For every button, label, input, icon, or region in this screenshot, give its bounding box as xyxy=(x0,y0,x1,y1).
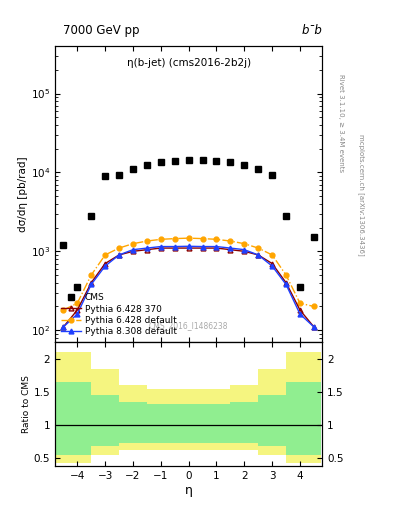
Pythia 6.428 370 xyxy=(312,324,316,330)
Pythia 6.428 default xyxy=(228,238,233,244)
Pythia 6.428 370 xyxy=(158,245,163,251)
Pythia 8.308 default xyxy=(158,244,163,250)
Pythia 8.308 default xyxy=(186,243,191,249)
Pythia 6.428 370 xyxy=(242,248,247,254)
CMS xyxy=(103,173,108,179)
CMS xyxy=(117,172,121,178)
Line: CMS: CMS xyxy=(60,157,317,290)
Pythia 6.428 default xyxy=(130,241,135,247)
CMS xyxy=(186,157,191,163)
X-axis label: η: η xyxy=(185,483,193,497)
CMS xyxy=(214,158,219,164)
Pythia 8.308 default xyxy=(103,263,108,269)
Text: b¯b: b¯b xyxy=(301,24,322,37)
Text: Rivet 3.1.10, ≥ 3.4M events: Rivet 3.1.10, ≥ 3.4M events xyxy=(338,74,344,172)
Pythia 6.428 370 xyxy=(173,245,177,251)
Pythia 6.428 370 xyxy=(61,324,66,330)
Pythia 6.428 370 xyxy=(145,247,149,253)
Pythia 6.428 default xyxy=(61,307,66,313)
Pythia 6.428 default xyxy=(242,241,247,247)
Text: 7000 GeV pp: 7000 GeV pp xyxy=(63,24,140,37)
CMS xyxy=(158,159,163,165)
Pythia 6.428 default xyxy=(158,236,163,242)
Pythia 6.428 default xyxy=(145,238,149,244)
CMS xyxy=(228,159,233,165)
CMS xyxy=(242,162,247,168)
Pythia 6.428 370 xyxy=(284,280,288,286)
Pythia 6.428 370 xyxy=(103,261,108,267)
Pythia 8.308 default xyxy=(200,244,205,250)
Pythia 8.308 default xyxy=(298,311,302,317)
Pythia 8.308 default xyxy=(270,263,275,269)
Pythia 8.308 default xyxy=(61,324,66,330)
Pythia 6.428 370 xyxy=(256,252,261,258)
Pythia 6.428 default xyxy=(89,272,94,278)
Line: Pythia 6.428 default: Pythia 6.428 default xyxy=(61,236,316,312)
Pythia 8.308 default xyxy=(242,247,247,253)
Pythia 8.308 default xyxy=(75,311,80,317)
CMS xyxy=(145,162,149,168)
Pythia 6.428 370 xyxy=(298,307,302,313)
Pythia 6.428 370 xyxy=(200,245,205,251)
Pythia 6.428 default xyxy=(214,236,219,242)
Pythia 6.428 default xyxy=(103,252,108,258)
Pythia 8.308 default xyxy=(117,252,121,258)
Line: Pythia 6.428 370: Pythia 6.428 370 xyxy=(61,246,316,329)
Line: Pythia 8.308 default: Pythia 8.308 default xyxy=(61,244,316,329)
CMS xyxy=(284,213,288,219)
CMS xyxy=(130,166,135,172)
CMS xyxy=(173,158,177,164)
CMS xyxy=(298,284,302,290)
CMS xyxy=(61,242,66,248)
Pythia 6.428 default xyxy=(117,245,121,251)
Pythia 8.308 default xyxy=(228,245,233,251)
Text: CMS_2016_I1486238: CMS_2016_I1486238 xyxy=(149,322,228,331)
Y-axis label: dσ/dη [pb/rad]: dσ/dη [pb/rad] xyxy=(18,157,28,232)
Pythia 6.428 default xyxy=(186,235,191,241)
CMS xyxy=(75,284,80,290)
Text: η(b-jet) (cms2016-2b2j): η(b-jet) (cms2016-2b2j) xyxy=(127,58,251,68)
Pythia 6.428 default xyxy=(173,236,177,242)
Pythia 6.428 default xyxy=(284,272,288,278)
Pythia 8.308 default xyxy=(173,244,177,250)
Pythia 8.308 default xyxy=(214,244,219,250)
CMS xyxy=(256,166,261,172)
Legend: CMS, Pythia 6.428 370, Pythia 6.428 default, Pythia 8.308 default: CMS, Pythia 6.428 370, Pythia 6.428 defa… xyxy=(59,291,178,338)
Pythia 6.428 default xyxy=(312,304,316,310)
Text: mcplots.cern.ch [arXiv:1306.3436]: mcplots.cern.ch [arXiv:1306.3436] xyxy=(358,134,364,255)
Pythia 6.428 370 xyxy=(117,252,121,258)
Pythia 6.428 370 xyxy=(75,307,80,313)
Pythia 6.428 370 xyxy=(270,261,275,267)
Pythia 6.428 370 xyxy=(89,280,94,286)
Pythia 8.308 default xyxy=(130,247,135,253)
Pythia 6.428 370 xyxy=(186,245,191,251)
Pythia 8.308 default xyxy=(284,282,288,288)
Pythia 6.428 370 xyxy=(228,247,233,253)
CMS xyxy=(89,213,94,219)
Y-axis label: Ratio to CMS: Ratio to CMS xyxy=(22,375,31,433)
CMS xyxy=(312,234,316,241)
Pythia 6.428 370 xyxy=(214,245,219,251)
CMS xyxy=(200,157,205,163)
Pythia 8.308 default xyxy=(312,324,316,330)
CMS xyxy=(270,172,275,178)
Pythia 8.308 default xyxy=(256,252,261,258)
Pythia 8.308 default xyxy=(145,245,149,251)
Pythia 6.428 default xyxy=(200,236,205,242)
Pythia 6.428 default xyxy=(298,300,302,306)
Pythia 6.428 default xyxy=(256,245,261,251)
Pythia 6.428 default xyxy=(270,252,275,258)
Pythia 8.308 default xyxy=(89,282,94,288)
Pythia 6.428 default xyxy=(75,300,80,306)
Pythia 6.428 370 xyxy=(130,248,135,254)
